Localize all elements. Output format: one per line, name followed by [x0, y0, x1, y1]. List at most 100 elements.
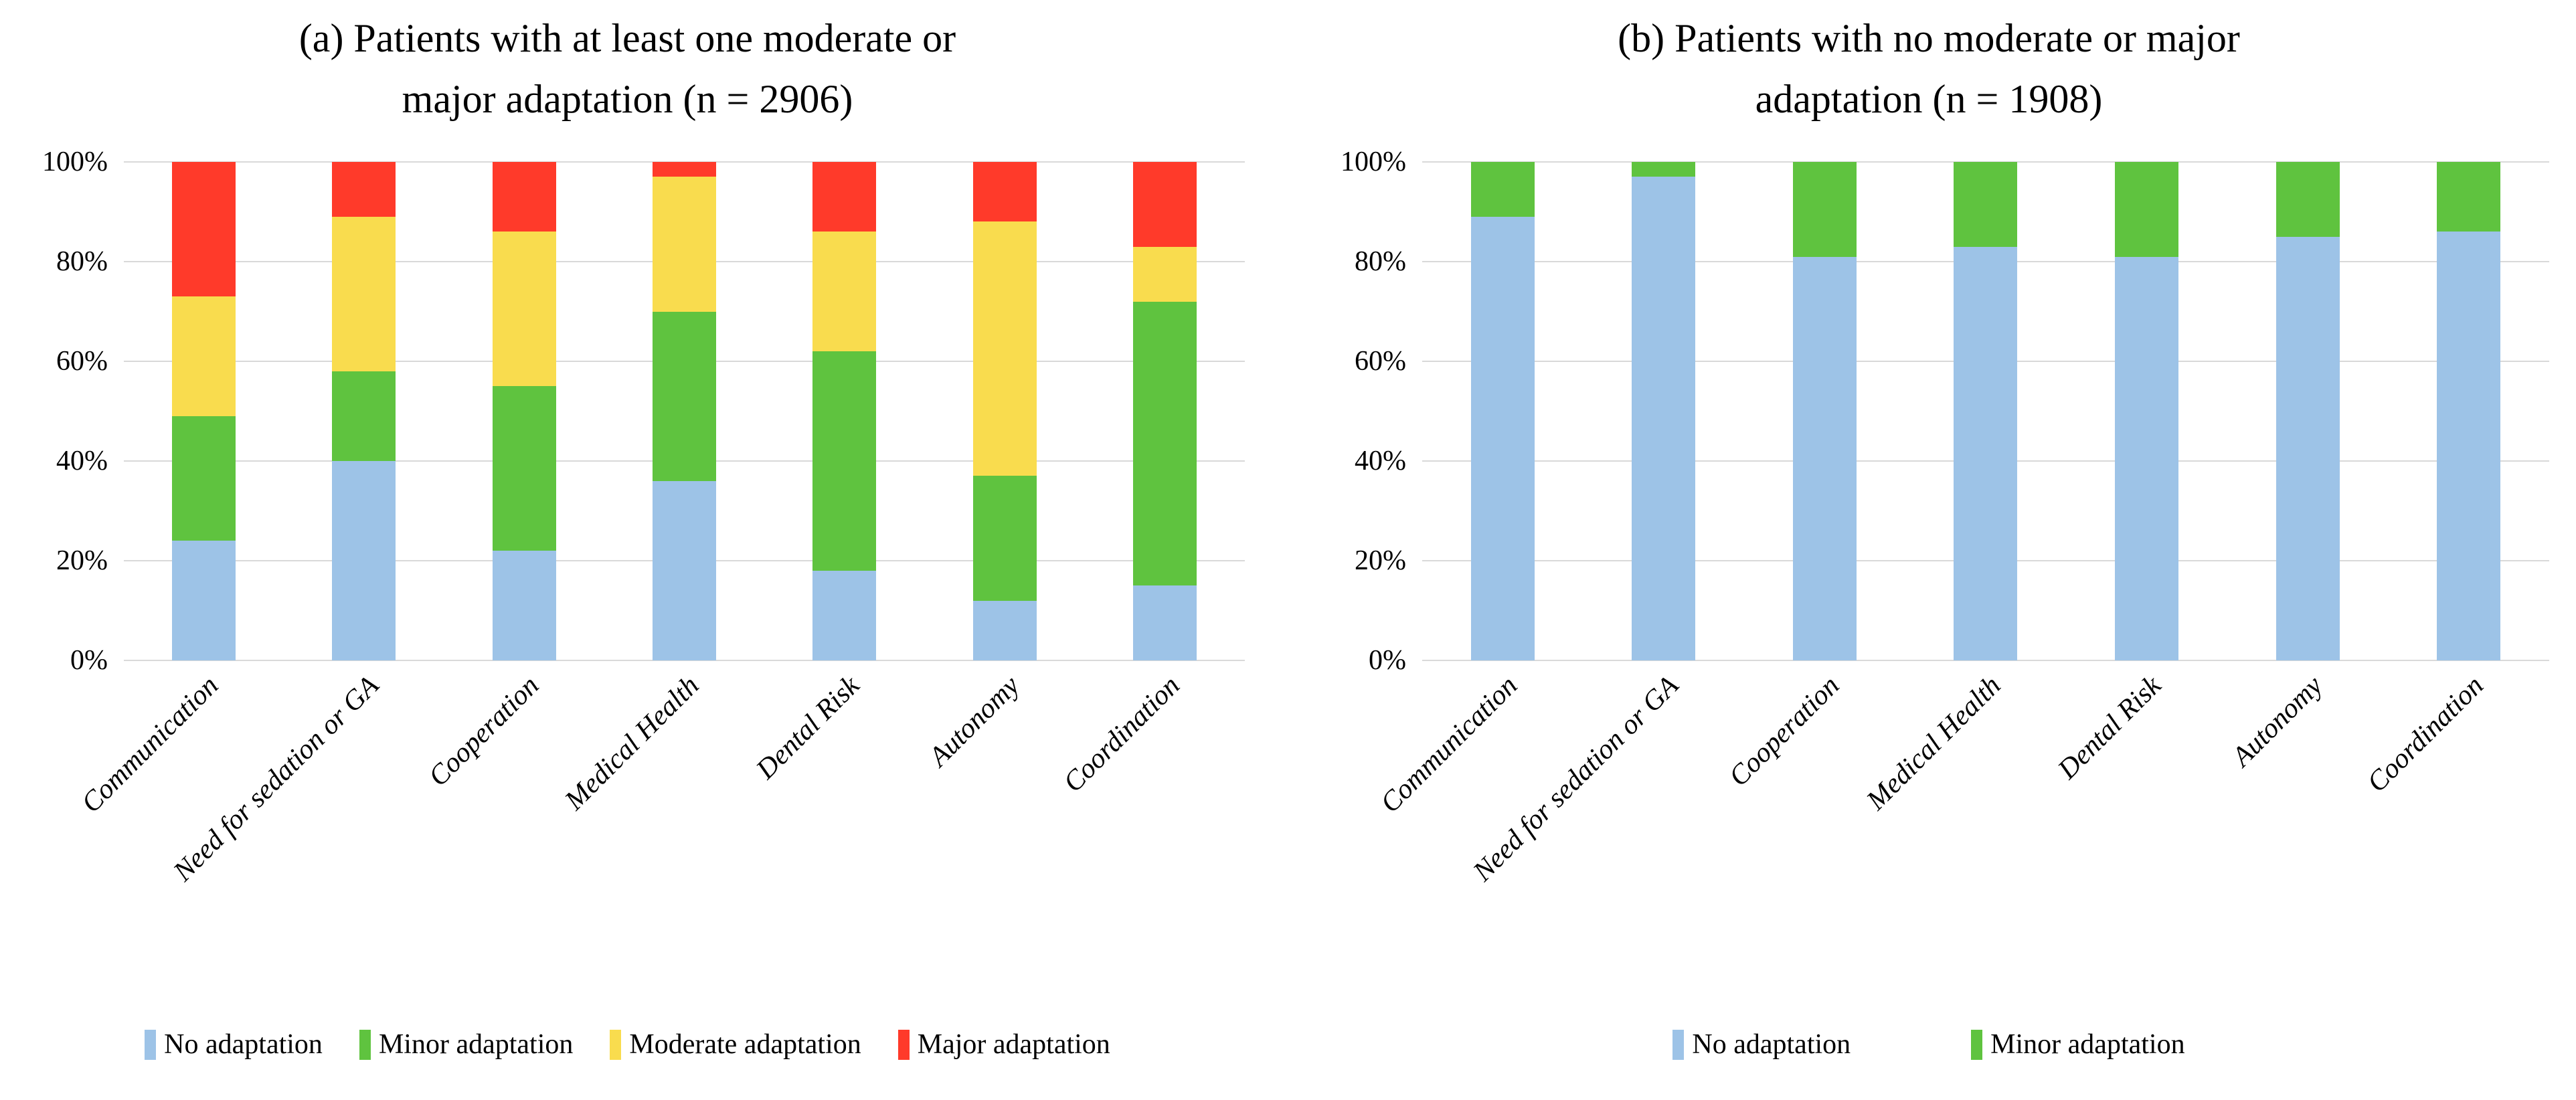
chart-b-bar-communication: [1470, 162, 1535, 660]
chart-a-segment-no-adaptation-cooperation: [492, 551, 556, 660]
chart-a-segment-minor-adaptation-autonomy: [972, 476, 1037, 601]
chart-a-segment-major-adaptation-communication: [172, 162, 236, 297]
chart-b-plot-row: 100% 80% 60% 40% 20% 0%: [1308, 148, 2549, 674]
chart-b-segment-minor-adaptation-autonomy: [2276, 162, 2340, 237]
chart-a-panel: (a) Patients with at least one moderate …: [0, 0, 1275, 1100]
chart-a-bars: [124, 162, 1245, 660]
chart-a-gridline-100: [124, 161, 1245, 163]
chart-a-segment-moderate-adaptation-medical-health: [652, 177, 716, 312]
chart-a-segment-no-adaptation-coordination: [1132, 585, 1197, 660]
chart-a-ytick-20: 20%: [56, 545, 108, 576]
chart-b-ytick-40: 40%: [1355, 446, 1406, 476]
chart-b-legend: No adaptation Minor adaptation: [1308, 1028, 2549, 1061]
chart-b-legend-label-minor-adaptation: Minor adaptation: [1990, 1029, 2185, 1060]
chart-b-bar-dental-risk: [2115, 162, 2179, 660]
chart-b-x-axis-labels: Communication Need for sedation or GA Coop…: [1375, 660, 2549, 1023]
chart-a-bar-medical-health: [652, 162, 716, 660]
chart-a-bar-coordination: [1132, 162, 1197, 660]
chart-a-y-axis: 100% 80% 60% 40% 20% 0%: [10, 148, 124, 674]
chart-b-segment-no-adaptation-communication: [1470, 216, 1535, 660]
chart-a-segment-minor-adaptation-medical-health: [652, 311, 716, 481]
chart-b-segment-no-adaptation-cooperation: [1792, 256, 1857, 660]
chart-b-xlabel-medical-health: Medical Health: [1861, 670, 2007, 816]
chart-a-segment-moderate-adaptation-need-for-sedation-or-ga: [332, 216, 396, 371]
chart-a-legend-swatch-moderate-adaptation: [610, 1029, 622, 1060]
chart-b-legend-label-no-adaptation: No adaptation: [1692, 1029, 1851, 1060]
chart-a-gridline-0: [124, 660, 1245, 661]
chart-a-segment-minor-adaptation-communication: [172, 416, 236, 541]
chart-a-segment-no-adaptation-medical-health: [652, 480, 716, 660]
chart-a-ytick-80: 80%: [56, 246, 108, 277]
chart-a-xlabel-dental-risk: Dental Risk: [750, 670, 865, 786]
chart-b-bar-need-for-sedation-or-ga: [1632, 162, 1696, 660]
chart-a-segment-moderate-adaptation-autonomy: [972, 221, 1037, 476]
chart-a-title: (a) Patients with at least one moderate …: [10, 0, 1245, 162]
chart-b-segment-minor-adaptation-communication: [1470, 162, 1535, 217]
chart-a-segment-no-adaptation-communication: [172, 541, 236, 660]
chart-a-legend-item-minor-adaptation: Minor adaptation: [359, 1028, 573, 1061]
chart-a-segment-major-adaptation-coordination: [1132, 162, 1197, 247]
chart-b-xlabel-communication: Communication: [1375, 670, 1524, 819]
chart-a-legend-label-minor-adaptation: Minor adaptation: [378, 1029, 574, 1060]
chart-a-legend-label-major-adaptation: Major adaptation: [917, 1029, 1110, 1060]
chart-b-title-line1: (b) Patients with no moderate or major: [1618, 16, 2240, 60]
chart-a-ytick-60: 60%: [56, 346, 108, 377]
chart-a-xlabel-autonomy: Autonomy: [923, 670, 1026, 773]
chart-b-xlabel-autonomy: Autonomy: [2226, 670, 2329, 773]
chart-a-legend-swatch-minor-adaptation: [359, 1029, 371, 1060]
chart-a-bar-dental-risk: [812, 162, 877, 660]
chart-b-ytick-20: 20%: [1355, 545, 1406, 576]
chart-a-bar-need-for-sedation-or-ga: [332, 162, 396, 660]
chart-b-segment-no-adaptation-need-for-sedation-or-ga: [1632, 177, 1696, 660]
chart-a-segment-major-adaptation-cooperation: [492, 162, 556, 232]
chart-a-legend: No adaptation Minor adaptation Moderate ad…: [10, 1028, 1245, 1061]
chart-a-xlabel-coordination: Coordination: [1057, 670, 1186, 799]
chart-b-ytick-60: 60%: [1355, 346, 1406, 377]
chart-a-legend-item-major-adaptation: Major adaptation: [897, 1028, 1110, 1061]
chart-b-segment-minor-adaptation-cooperation: [1792, 162, 1857, 257]
chart-b-ytick-0: 0%: [1369, 645, 1406, 676]
chart-a-ytick-0: 0%: [70, 645, 108, 676]
chart-a-segment-moderate-adaptation-communication: [172, 296, 236, 416]
chart-b-xlabel-coordination: Coordination: [2361, 670, 2490, 799]
chart-b-ytick-100: 100%: [1341, 147, 1406, 177]
chart-b-segment-no-adaptation-medical-health: [1954, 246, 2018, 660]
chart-a-legend-item-no-adaptation: No adaptation: [145, 1028, 323, 1061]
chart-b-bar-cooperation: [1792, 162, 1857, 660]
chart-a-segment-major-adaptation-dental-risk: [812, 162, 877, 232]
chart-b-segment-no-adaptation-dental-risk: [2115, 256, 2179, 660]
chart-b-xlabel-dental-risk: Dental Risk: [2052, 670, 2168, 786]
chart-a-segment-minor-adaptation-dental-risk: [812, 351, 877, 571]
chart-a-xlabel-cooperation: Cooperation: [422, 670, 545, 793]
chart-a-segment-major-adaptation-need-for-sedation-or-ga: [332, 162, 396, 217]
chart-a-segment-moderate-adaptation-cooperation: [492, 232, 556, 387]
chart-b-segment-minor-adaptation-medical-health: [1954, 162, 2018, 247]
chart-a-segment-major-adaptation-medical-health: [652, 162, 716, 177]
chart-a-segment-no-adaptation-need-for-sedation-or-ga: [332, 461, 396, 660]
chart-a-legend-label-moderate-adaptation: Moderate adaptation: [629, 1029, 861, 1060]
chart-a-legend-swatch-no-adaptation: [145, 1029, 157, 1060]
chart-a-plot-row: 100% 80% 60% 40% 20% 0%: [10, 148, 1245, 674]
chart-a-ytick-100: 100%: [42, 147, 108, 177]
chart-a-xlabel-medical-health: Medical Health: [559, 670, 705, 816]
chart-b-bar-coordination: [2437, 162, 2501, 660]
chart-b-segment-minor-adaptation-coordination: [2437, 162, 2501, 232]
chart-b-title: (b) Patients with no moderate or major ad…: [1308, 0, 2549, 162]
chart-b-bar-medical-health: [1954, 162, 2018, 660]
chart-a-segment-minor-adaptation-need-for-sedation-or-ga: [332, 371, 396, 461]
chart-a-xlabel-communication: Communication: [76, 670, 225, 819]
chart-a-segment-moderate-adaptation-coordination: [1132, 246, 1197, 302]
chart-b-plot-area: [1422, 161, 2549, 661]
chart-b-title-line2: adaptation (n = 1908): [1755, 77, 2103, 122]
chart-a-legend-item-moderate-adaptation: Moderate adaptation: [610, 1028, 861, 1061]
chart-b-xlabel-cooperation: Cooperation: [1723, 670, 1846, 793]
chart-b-legend-swatch-no-adaptation: [1672, 1029, 1685, 1060]
chart-b-segment-no-adaptation-autonomy: [2276, 236, 2340, 660]
chart-a-segment-no-adaptation-autonomy: [972, 600, 1037, 660]
chart-b-gridline-0: [1422, 660, 2549, 661]
chart-b-legend-swatch-minor-adaptation: [1971, 1029, 1983, 1060]
chart-a-title-line2: major adaptation (n = 2906): [402, 77, 853, 122]
chart-b-segment-minor-adaptation-dental-risk: [2115, 162, 2179, 257]
chart-b-legend-item-minor-adaptation: Minor adaptation: [1971, 1028, 2185, 1061]
